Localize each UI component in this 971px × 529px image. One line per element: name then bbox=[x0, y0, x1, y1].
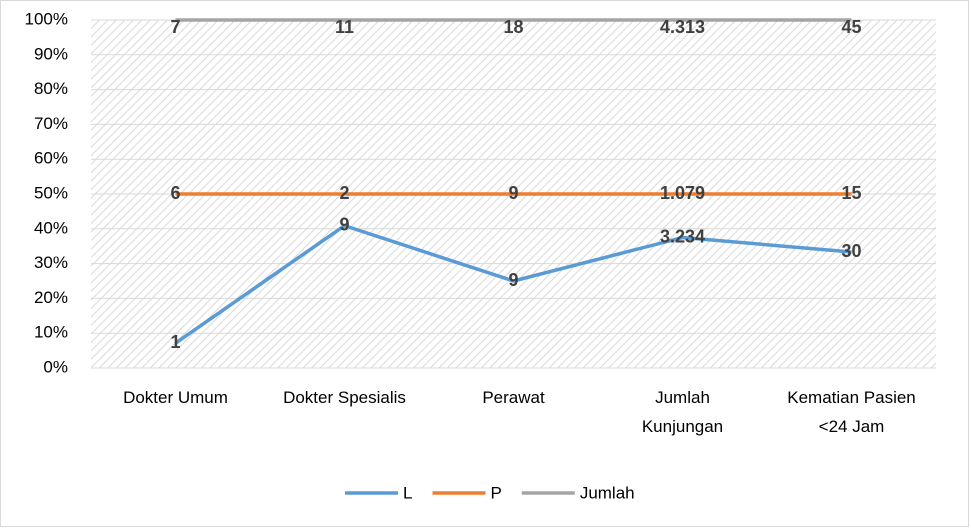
y-tick-label: 50% bbox=[34, 183, 68, 202]
data-label: 1.079 bbox=[660, 183, 705, 203]
data-label: 3.234 bbox=[660, 226, 705, 246]
legend-label: P bbox=[490, 483, 501, 502]
data-label: 1 bbox=[170, 332, 180, 352]
data-label: 30 bbox=[841, 241, 861, 261]
data-label: 7 bbox=[170, 17, 180, 37]
y-tick-label: 0% bbox=[43, 357, 68, 376]
y-tick-label: 20% bbox=[34, 288, 68, 307]
x-tick-label: Perawat bbox=[482, 388, 545, 407]
y-tick-label: 70% bbox=[34, 114, 68, 133]
data-label: 9 bbox=[508, 183, 518, 203]
legend-label: L bbox=[403, 483, 412, 502]
x-tick-label: Jumlah Kunjungan bbox=[641, 388, 724, 436]
data-label: 6 bbox=[170, 183, 180, 203]
y-tick-label: 10% bbox=[34, 323, 68, 342]
line-series bbox=[174, 223, 852, 345]
y-tick-label: 80% bbox=[34, 79, 68, 98]
data-label: 18 bbox=[503, 17, 523, 37]
data-label: 11 bbox=[335, 17, 354, 37]
y-tick-label: 100% bbox=[25, 9, 68, 28]
legend-label: Jumlah bbox=[580, 483, 635, 502]
data-label: 45 bbox=[841, 17, 861, 37]
x-tick-label: Kematian Pasien <24 Jam bbox=[787, 388, 916, 436]
x-tick-label: Dokter Spesialis bbox=[283, 388, 406, 407]
data-label: 9 bbox=[339, 214, 349, 234]
y-tick-label: 40% bbox=[34, 218, 68, 237]
y-tick-label: 90% bbox=[34, 44, 68, 63]
data-label: 4.313 bbox=[660, 17, 705, 37]
data-label: 15 bbox=[841, 183, 861, 203]
y-tick-label: 30% bbox=[34, 253, 68, 272]
y-tick-label: 60% bbox=[34, 149, 68, 168]
x-tick-label: Dokter Umum bbox=[123, 388, 228, 407]
data-label: 9 bbox=[508, 270, 518, 290]
data-label: 2 bbox=[339, 183, 349, 203]
